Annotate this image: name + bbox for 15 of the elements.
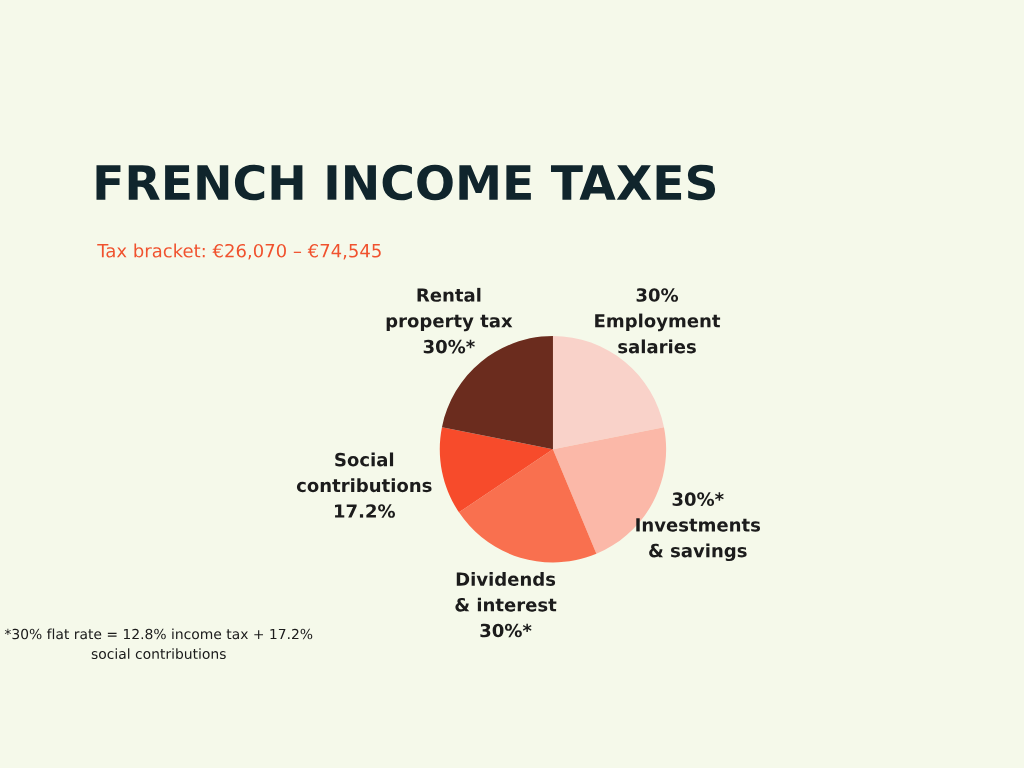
data-label: 30%* [672, 492, 724, 506]
slice-label: Rental property tax [386, 287, 513, 332]
chart-subtitle: Tax bracket: €26,070 – €74,545 [97, 243, 381, 260]
data-label: 30%* [480, 623, 532, 638]
pie-slice [458, 449, 597, 563]
slice-label: Dividends & interest [455, 571, 557, 612]
slice-label: Social contributions [296, 452, 432, 493]
slice-label: Employment salaries [595, 313, 721, 354]
slice-label: Investments & savings [636, 518, 761, 562]
data-label: 30%* [423, 339, 475, 354]
data-label: 17.2% [334, 504, 396, 518]
pie-slice [439, 427, 553, 513]
text: *30% flat rate = 12.8% income tax + 17.2% social contributions [4, 628, 313, 660]
chart-title: FRENCH INCOME TAXES [96, 164, 716, 201]
data-label: 30% [636, 288, 679, 302]
